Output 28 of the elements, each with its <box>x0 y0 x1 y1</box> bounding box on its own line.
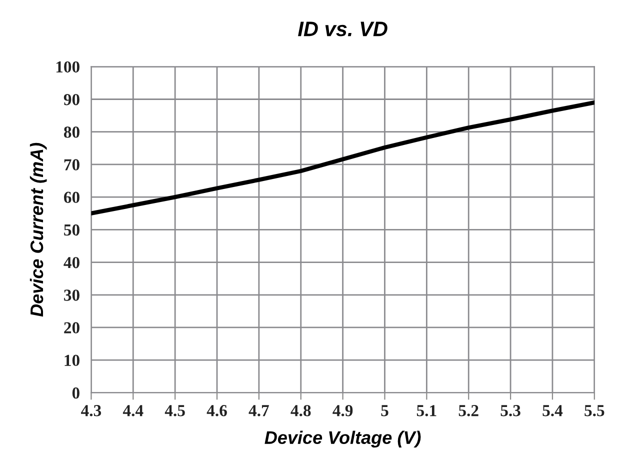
y-tick-label: 40 <box>64 256 80 268</box>
y-tick-label: 30 <box>64 290 80 301</box>
y-tick-label: 70 <box>64 159 80 170</box>
chart-title: ID vs. VD <box>298 22 388 36</box>
x-tick-label: 4.7 <box>248 405 269 416</box>
y-tick-label: 50 <box>64 224 80 236</box>
line-series <box>91 100 594 216</box>
x-tick-label: 5.4 <box>542 405 563 416</box>
y-tick-label: 20 <box>64 322 80 334</box>
y-tick-label: 60 <box>64 192 80 204</box>
x-tick-label: 4.8 <box>290 404 311 416</box>
y-tick-label: 100 <box>56 61 80 73</box>
x-tick-label: 5.2 <box>458 405 478 416</box>
x-tick-label: 4.3 <box>81 405 102 416</box>
x-axis-title: Device Voltage (V) <box>264 430 421 448</box>
x-tick-label: 5.1 <box>416 405 436 416</box>
y-tick-label: 90 <box>64 94 80 106</box>
x-tick-label: 5.3 <box>500 405 520 416</box>
y-axis-title: Device Current (mA) <box>30 142 47 317</box>
y-tick-label: 10 <box>64 354 80 366</box>
x-tick-label: 4.6 <box>206 405 227 416</box>
y-tick-label: 0 <box>72 387 80 399</box>
y-tick-label: 80 <box>64 126 80 138</box>
x-tick-label: 4.9 <box>332 405 353 416</box>
x-tick-label: 4.5 <box>164 405 185 416</box>
x-tick-label: 5 <box>381 405 388 416</box>
x-tick-label: 4.4 <box>122 405 144 416</box>
x-tick-label: 5.5 <box>584 405 604 416</box>
